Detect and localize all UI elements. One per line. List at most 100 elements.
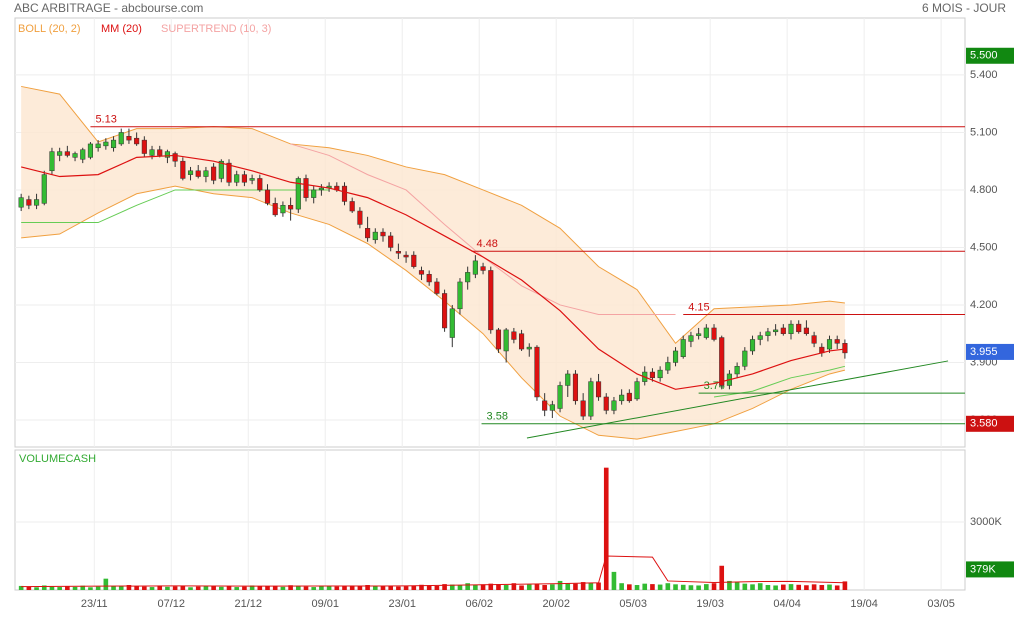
volume-bar bbox=[172, 586, 178, 590]
candle-body bbox=[357, 210, 363, 225]
volume-bar bbox=[457, 585, 463, 590]
level-label: 4.15 bbox=[688, 301, 709, 313]
candle-body bbox=[426, 274, 432, 283]
volume-bar bbox=[550, 584, 555, 590]
volume-bar bbox=[419, 584, 424, 590]
volume-bar bbox=[580, 582, 586, 590]
x-tick-label: 05/03 bbox=[619, 598, 647, 610]
candle-body bbox=[619, 394, 625, 402]
candle-body bbox=[257, 178, 263, 191]
volume-bar bbox=[542, 585, 547, 590]
candle-body bbox=[672, 350, 679, 363]
x-tick-label: 21/12 bbox=[235, 598, 263, 610]
volume-bar bbox=[103, 578, 109, 590]
candle-body bbox=[110, 139, 117, 149]
candle-body bbox=[503, 329, 509, 352]
y-tick-label: 3000K bbox=[970, 516, 1002, 528]
volume-bar bbox=[249, 585, 255, 590]
candle-body bbox=[311, 189, 317, 198]
candle-body bbox=[472, 260, 478, 275]
candle-body bbox=[765, 331, 771, 336]
candle-body bbox=[534, 346, 540, 398]
legend-entry: SUPERTREND (10, 3) bbox=[161, 23, 271, 35]
candle-body bbox=[826, 339, 833, 350]
volume-bar bbox=[434, 585, 440, 590]
volume-bar bbox=[34, 587, 39, 590]
volume-bar bbox=[627, 584, 632, 590]
candle-body bbox=[696, 333, 702, 336]
candle-body bbox=[103, 141, 109, 147]
candle-body bbox=[526, 346, 532, 350]
volume-bar bbox=[26, 586, 32, 590]
volume-bar bbox=[134, 586, 139, 590]
candle-body bbox=[272, 203, 278, 216]
volume-bar bbox=[503, 585, 509, 590]
volume-bar bbox=[411, 585, 417, 590]
volume-bar bbox=[72, 586, 78, 590]
volume-bar bbox=[118, 586, 124, 590]
candle-body bbox=[187, 170, 194, 175]
candle-body bbox=[241, 174, 247, 183]
volume-bar bbox=[465, 583, 470, 590]
candle-body bbox=[788, 323, 794, 334]
price-tag bbox=[966, 47, 1014, 64]
candle-body bbox=[26, 199, 32, 206]
volume-bar bbox=[496, 584, 501, 590]
volume-bar bbox=[757, 583, 763, 590]
volume-bar bbox=[88, 587, 93, 590]
volume-bar bbox=[557, 580, 563, 590]
candle-body bbox=[434, 281, 440, 294]
volume-bar bbox=[596, 582, 601, 590]
volume-bar bbox=[834, 585, 840, 590]
y-tick-label: 5.400 bbox=[970, 69, 998, 81]
candle-body bbox=[64, 151, 70, 156]
price-pane bbox=[14, 17, 966, 448]
candle-body bbox=[595, 381, 602, 398]
volume-bar bbox=[634, 585, 640, 590]
candle-body bbox=[480, 266, 486, 271]
x-tick-label: 04/04 bbox=[773, 598, 801, 610]
chart-title: ABC ARBITRAGE - abcbourse.com bbox=[14, 1, 203, 15]
volume-bar bbox=[449, 584, 455, 590]
volume-bar bbox=[650, 584, 655, 590]
volume-bar bbox=[396, 586, 401, 590]
volume-bar bbox=[326, 586, 332, 590]
volume-bar bbox=[719, 565, 725, 590]
volume-bar bbox=[742, 583, 748, 590]
volume-bar bbox=[827, 584, 832, 590]
candle-body bbox=[249, 178, 255, 181]
period: 6 MOIS - JOUR bbox=[922, 1, 1006, 15]
volume-bar bbox=[819, 585, 825, 590]
volume-tag-label: 379K bbox=[970, 563, 996, 575]
price-tag bbox=[966, 343, 1014, 360]
candle-body bbox=[95, 143, 101, 149]
volume-bar bbox=[257, 586, 263, 590]
candle-body bbox=[842, 343, 848, 354]
candle-body bbox=[341, 185, 348, 202]
volume-bar bbox=[219, 586, 224, 590]
volume-bar bbox=[157, 585, 163, 590]
volume-bar bbox=[95, 586, 101, 590]
legend-entry: MM (20) bbox=[101, 23, 142, 35]
pane-title: VOLUMECASH bbox=[19, 453, 96, 465]
volume-bar bbox=[442, 584, 447, 590]
x-tick-label: 23/01 bbox=[388, 598, 416, 610]
volume-bar bbox=[519, 585, 524, 590]
candle-body bbox=[588, 381, 594, 417]
volume-bar bbox=[65, 586, 70, 590]
candle-body bbox=[749, 339, 756, 352]
x-tick-label: 06/02 bbox=[465, 598, 493, 610]
candle-body bbox=[757, 335, 763, 340]
volume-bar bbox=[473, 585, 478, 590]
volume-bar bbox=[357, 586, 363, 590]
volume-bar bbox=[804, 585, 809, 590]
volume-bar bbox=[565, 583, 571, 590]
candle-body bbox=[33, 199, 40, 206]
candle-body bbox=[418, 270, 425, 275]
volume-bar bbox=[195, 586, 201, 590]
volume-bar bbox=[603, 467, 609, 590]
volume-bar bbox=[727, 580, 732, 590]
candle-body bbox=[134, 137, 140, 145]
volume-bar bbox=[380, 586, 386, 590]
candle-body bbox=[226, 162, 232, 183]
